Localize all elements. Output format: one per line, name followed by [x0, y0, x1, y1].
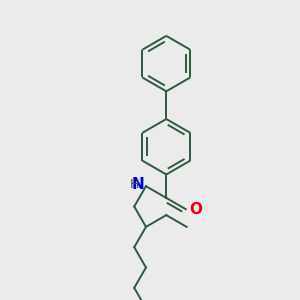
Text: H: H [129, 178, 139, 191]
Text: O: O [189, 202, 202, 217]
Text: N: N [132, 177, 145, 192]
